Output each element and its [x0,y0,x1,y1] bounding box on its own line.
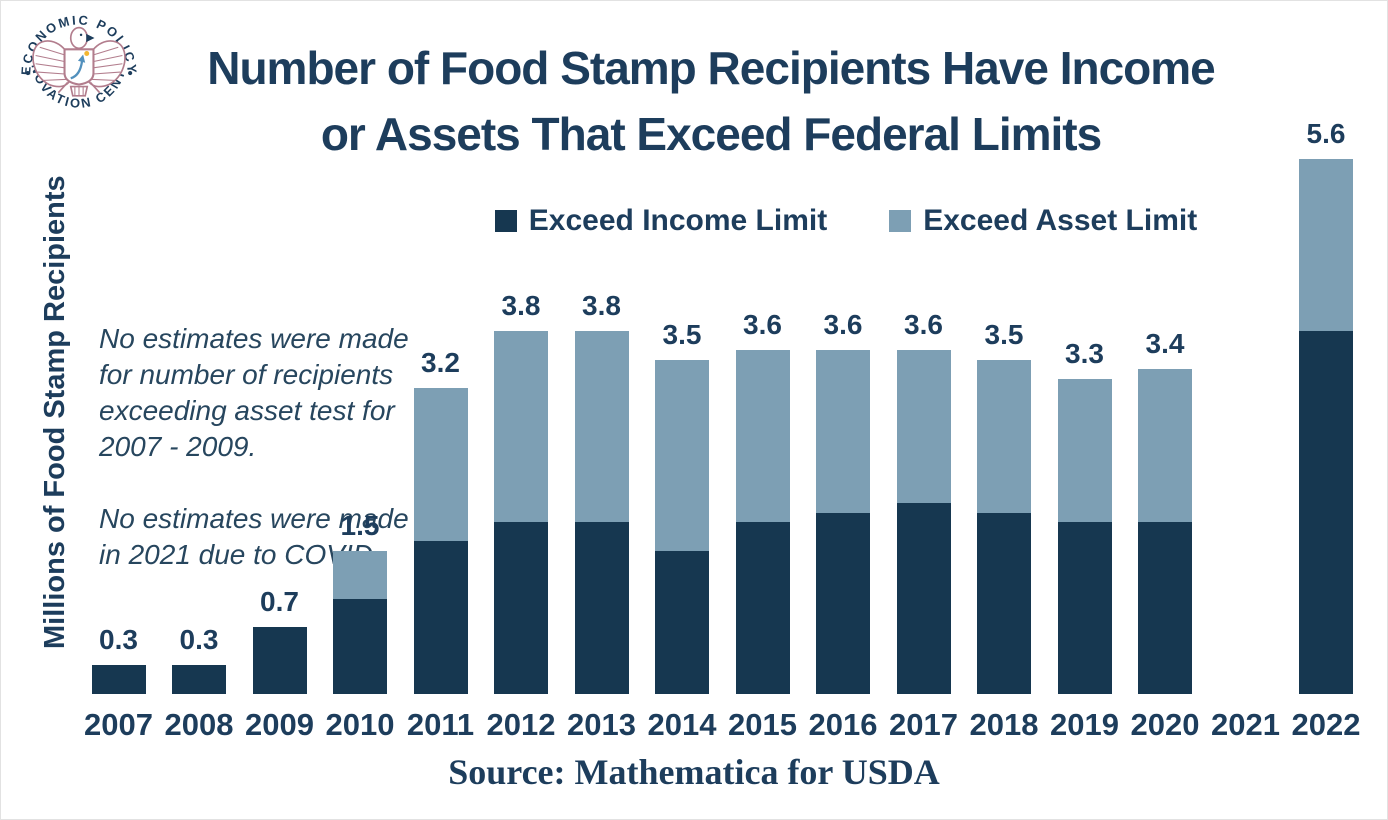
legend-label-income: Exceed Income Limit [528,204,828,237]
x-axis-label-2016: 2016 [808,707,878,742]
legend-label-asset: Exceed Asset Limit [923,204,1198,237]
bar-income-2016 [816,512,870,694]
bar-asset-2019 [1057,378,1112,523]
x-axis-label-2008: 2008 [164,707,234,742]
bar-asset-2010 [333,550,387,599]
x-axis-label-2012: 2012 [486,707,556,742]
bar-value-label-2015: 3.6 [743,309,782,341]
bar-asset-2018 [977,359,1031,513]
bar-income-2014 [655,550,709,694]
bar-income-2022 [1299,331,1353,694]
x-axis-label-2014: 2014 [647,707,717,742]
x-axis-label-2007: 2007 [84,707,153,742]
annotation-note-1: No estimates were made for number of rec… [99,323,409,462]
bar-income-2011 [413,541,468,694]
bar-value-label-2010: 1.5 [340,509,380,541]
x-axis-label-2015: 2015 [728,707,797,742]
annotation-note-2: No estimates were made in 2021 due to CO… [99,503,409,570]
epic-logo: ECONOMIC POLICY INNOVATION CENTER [17,8,138,111]
source-caption: Source: Mathematica for USDA [448,752,940,792]
bar-value-label-2007: 0.3 [99,624,138,656]
legend-item-asset: Exceed Asset Limit [889,204,1197,238]
chart-title-line1: Number of Food Stamp Recipients Have Inc… [207,42,1216,94]
bar-value-label-2019: 3.3 [1065,337,1104,369]
bar-income-2018 [977,512,1031,694]
bar-value-label-2009: 0.7 [260,586,299,618]
chart-title: Number of Food Stamp Recipients Have Inc… [151,35,1271,167]
bar-value-label-2022: 5.6 [1306,118,1346,150]
bar-income-2008 [172,665,226,694]
bar-asset-2012 [494,331,548,523]
x-axis-label-2022: 2022 [1291,707,1361,742]
income-swatch-icon [494,210,517,232]
bar-asset-2011 [413,388,468,542]
x-axis-label-2018: 2018 [969,707,1039,742]
x-axis-label-2019: 2019 [1050,707,1119,742]
bar-income-2015 [735,522,790,694]
bar-asset-2022 [1299,159,1353,332]
bar-asset-2015 [735,350,790,523]
annotation-notes: No estimates were made for number of rec… [99,285,479,609]
bar-value-label-2011: 3.2 [421,347,460,379]
asset-swatch-icon [889,210,912,232]
eagle-icon [32,26,126,97]
bar-asset-2020 [1138,369,1192,523]
bar-income-2013 [574,522,629,694]
bar-value-label-2018: 3.5 [984,318,1024,350]
bar-income-2007 [91,665,146,694]
bar-asset-2017 [896,350,951,503]
bar-income-2009 [252,627,307,694]
bar-asset-2014 [655,359,709,551]
bar-income-2017 [896,503,951,694]
bar-income-2019 [1057,522,1112,694]
bar-value-label-2016: 3.6 [823,309,863,341]
chart-title-line2: or Assets That Exceed Federal Limits [320,108,1102,160]
x-axis-label-2021: 2021 [1211,707,1280,742]
x-axis-label-2011: 2011 [406,707,475,742]
bar-value-label-2020: 3.4 [1145,328,1185,360]
x-axis-label-2017: 2017 [889,707,958,742]
legend-item-income: Exceed Income Limit [494,204,828,238]
x-axis-label-2010: 2010 [325,707,395,742]
bar-asset-2016 [816,350,870,513]
bar-value-label-2017: 3.6 [904,309,943,341]
legend: Exceed Income Limit Exceed Asset Limit [411,204,1281,238]
x-axis-label-2013: 2013 [567,707,636,742]
bar-income-2010 [333,598,387,694]
bar-value-label-2013: 3.8 [582,290,621,322]
bar-asset-2013 [574,331,629,523]
bar-income-2012 [494,522,548,694]
x-axis-label-2020: 2020 [1130,707,1200,742]
x-axis-label-2009: 2009 [245,707,314,742]
bar-value-label-2014: 3.5 [662,318,702,350]
bar-value-label-2008: 0.3 [179,624,219,656]
bar-income-2020 [1138,522,1192,694]
bar-value-label-2012: 3.8 [501,290,541,322]
